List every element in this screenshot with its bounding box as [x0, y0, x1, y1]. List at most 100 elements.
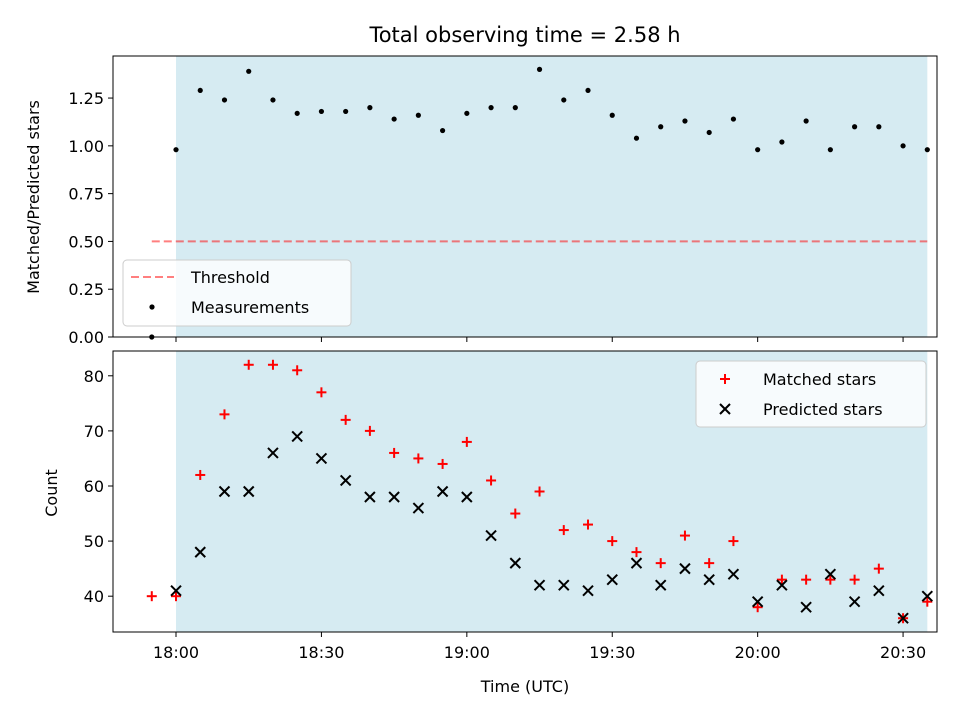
matched-point — [267, 359, 278, 370]
x-tick-label: 20:00 — [735, 643, 781, 662]
matched-point — [389, 447, 400, 458]
matched-point — [607, 536, 618, 547]
y-tick-label: 40 — [84, 587, 104, 606]
y-tick-label: 1.25 — [68, 89, 104, 108]
matched-point — [583, 519, 594, 530]
measurement-point — [779, 139, 785, 145]
matched-point — [219, 409, 230, 420]
x-tick-label: 20:30 — [880, 643, 926, 662]
legend-measurement-swatch — [149, 304, 155, 310]
predicted-point — [412, 502, 425, 514]
predicted-point — [848, 595, 861, 608]
bottom-y-axis-label: Count — [42, 469, 61, 517]
measurement-point — [512, 105, 518, 111]
measurement-point — [246, 68, 252, 74]
measurement-point — [585, 87, 591, 94]
predicted-point — [194, 546, 206, 558]
y-tick-label: 80 — [84, 367, 104, 386]
measurement-point — [536, 66, 543, 72]
predicted-point — [339, 474, 352, 487]
measurement-point — [803, 118, 809, 124]
y-tick-label: 0.75 — [68, 185, 104, 204]
matched-point — [631, 547, 642, 558]
y-tick-label: 60 — [84, 477, 104, 496]
y-tick-label: 70 — [84, 422, 104, 441]
measurement-point — [197, 87, 203, 94]
top-y-axis-label: Matched/Predicted stars — [24, 100, 43, 294]
legend-box — [122, 259, 352, 327]
measurement-point — [294, 110, 300, 116]
predicted-point — [509, 557, 522, 569]
matched-point — [461, 436, 472, 447]
measurement-point — [852, 124, 858, 130]
matched-point — [728, 536, 739, 547]
measurement-point — [706, 129, 712, 136]
measurement-point — [270, 97, 276, 103]
predicted-point — [243, 485, 255, 498]
y-tick-label: 50 — [84, 532, 104, 551]
legend: Threshold Measurements — [122, 259, 352, 327]
measurement-point — [609, 112, 615, 118]
x-tick-label: 18:00 — [153, 643, 199, 662]
measurement-point — [391, 116, 397, 122]
measurement-point — [343, 108, 349, 115]
x-tick-label: 19:00 — [444, 643, 490, 662]
y-tick-label: 0.50 — [68, 232, 104, 251]
bottom-panel: 40 50 60 70 80 18:00 18:30 19:00 19:30 20:00 20:30… — [84, 350, 938, 662]
measurement-point — [755, 147, 761, 153]
predicted-point — [655, 579, 667, 591]
predicted-point — [751, 595, 764, 608]
legend-box — [695, 360, 927, 428]
x-tick-label: 18:30 — [298, 643, 344, 662]
axes-frame — [112, 350, 938, 633]
y-tick-label: 1.00 — [68, 137, 104, 156]
measurement-point — [415, 112, 421, 118]
legend: Matched stars Predicted stars — [695, 360, 927, 428]
matched-point — [292, 365, 303, 376]
predicted-point — [873, 584, 885, 597]
measurement-point — [900, 143, 906, 149]
matched-point — [679, 530, 690, 541]
measurement-point — [876, 124, 882, 130]
legend-threshold-label: Threshold — [190, 268, 270, 287]
predicted-point — [364, 491, 376, 503]
predicted-point — [727, 568, 740, 580]
x-tick-label: 19:30 — [589, 643, 635, 662]
measurement-point — [318, 108, 325, 115]
measurement-point — [924, 147, 930, 153]
matched-point — [486, 475, 497, 486]
legend-predicted-swatch — [719, 403, 731, 415]
measurement-point — [367, 105, 373, 111]
axes-frame — [112, 55, 938, 338]
predicted-point — [218, 485, 231, 498]
measurement-point — [221, 97, 228, 103]
predicted-point — [291, 430, 303, 443]
predicted-point — [679, 562, 691, 575]
measurement-point — [682, 118, 688, 124]
predicted-point — [388, 491, 400, 503]
measurement-point — [827, 147, 833, 153]
matched-point — [776, 574, 787, 585]
chart-title: Total observing time = 2.58 h — [368, 23, 680, 47]
legend-predicted-label: Predicted stars — [763, 400, 883, 419]
predicted-point — [485, 529, 497, 542]
predicted-point — [170, 584, 182, 597]
measurement-point — [440, 127, 446, 134]
matched-point — [655, 558, 666, 569]
predicted-point — [267, 447, 279, 459]
predicted-point — [800, 601, 812, 613]
matched-point — [146, 591, 157, 602]
measurement-point — [464, 110, 470, 116]
predicted-point — [921, 590, 934, 602]
matched-point — [510, 508, 521, 519]
matched-point — [849, 574, 860, 585]
y-tick-label: 0.00 — [68, 328, 104, 347]
predicted-point — [897, 612, 909, 624]
predicted-point — [315, 452, 328, 465]
legend-matched-label: Matched stars — [763, 370, 876, 389]
predicted-point — [558, 579, 570, 591]
measurement-point — [173, 147, 179, 153]
matched-point — [340, 414, 351, 425]
legend-measurement-label: Measurements — [191, 298, 309, 317]
